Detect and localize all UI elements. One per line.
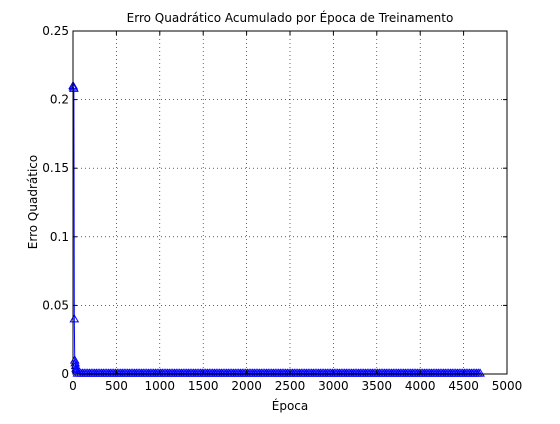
data-point-marker xyxy=(68,83,79,92)
y-tick-label: 0.05 xyxy=(42,298,69,312)
x-tick-label: 5000 xyxy=(492,379,523,393)
y-tick-label: 0.1 xyxy=(50,230,69,244)
tick-layer: 0 500 1000 1500 2000 2500 3000 3500 4000 4500 5000… xyxy=(42,24,522,393)
x-tick-label: 1000 xyxy=(145,379,176,393)
y-tick-label: 0 xyxy=(61,367,69,381)
grid-layer xyxy=(73,31,507,374)
x-tick-label: 500 xyxy=(105,379,128,393)
x-tick-label: 3000 xyxy=(318,379,349,393)
x-axis-label: Época xyxy=(272,398,309,413)
chart-title: Erro Quadrático Acumulado por Época de T… xyxy=(127,10,454,25)
x-tick-label: 4500 xyxy=(448,379,479,393)
y-tick-label: 0.2 xyxy=(50,93,69,107)
data-point-marker xyxy=(475,368,485,377)
x-tick-label: 2500 xyxy=(275,379,306,393)
x-tick-label: 4000 xyxy=(405,379,436,393)
series-layer xyxy=(68,80,485,377)
y-axis-label: Erro Quadrático xyxy=(26,155,40,249)
x-tick-label: 1500 xyxy=(188,379,219,393)
y-tick-label: 0.25 xyxy=(42,24,69,38)
data-point-marker xyxy=(69,314,80,323)
x-tick-label: 2000 xyxy=(231,379,262,393)
x-tick-label: 3500 xyxy=(362,379,393,393)
plot-area xyxy=(73,31,507,374)
y-tick-label: 0.15 xyxy=(42,161,69,175)
x-tick-label: 0 xyxy=(69,379,77,393)
